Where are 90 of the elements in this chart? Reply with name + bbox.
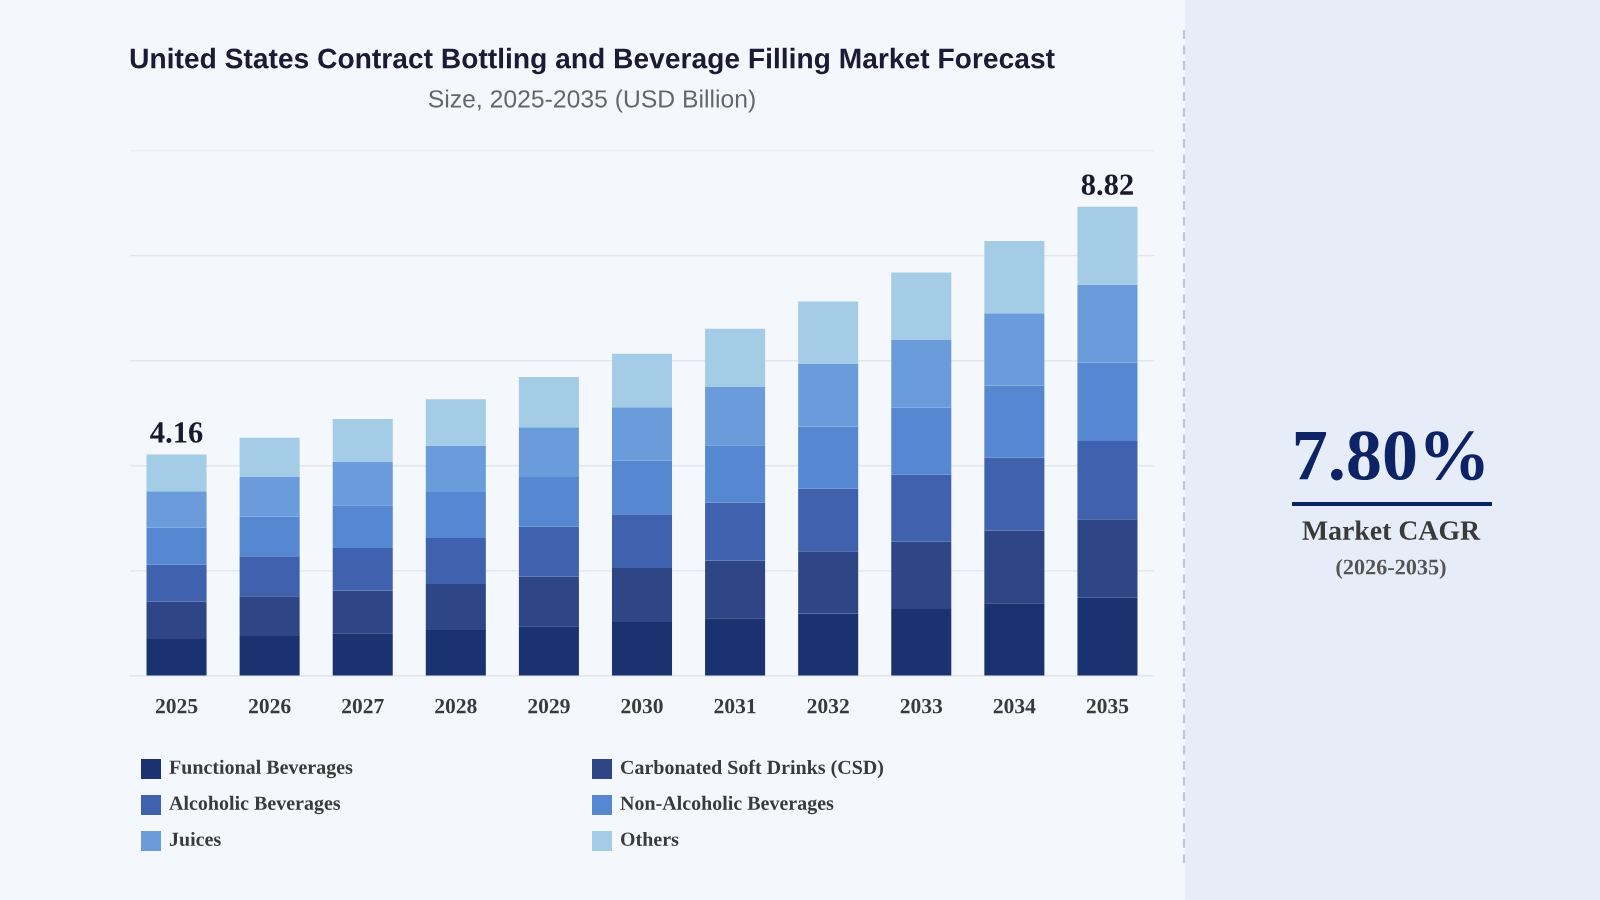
bar: [332, 462, 393, 506]
bar: [146, 527, 207, 565]
bar: [239, 556, 300, 597]
bar: [146, 491, 207, 528]
bar: [611, 514, 673, 569]
bar: [984, 530, 1045, 604]
legend-label: Juices: [169, 831, 221, 847]
bar: [798, 613, 859, 676]
bar: [891, 608, 952, 676]
bar: [798, 363, 859, 427]
bar: [705, 502, 766, 561]
legend-label: Others: [620, 831, 679, 847]
bar: [798, 551, 859, 614]
bar: [705, 328, 766, 387]
bar: [611, 622, 673, 676]
bar: [705, 445, 766, 503]
text: 7.80%: [1295, 431, 1484, 481]
bar: [518, 477, 579, 527]
bar: [1077, 206, 1138, 285]
bar: [705, 618, 766, 676]
x-tick-label: 2030: [621, 698, 663, 714]
chart-title: United States Contract Bottling and Beverage Filling Market Forecast: [130, 47, 1055, 75]
bar: [705, 560, 766, 619]
bar: [891, 340, 952, 408]
bar: [1077, 597, 1138, 676]
bar: [1077, 519, 1138, 598]
bar: [425, 399, 486, 446]
x-tick-label: 2025: [155, 698, 198, 714]
x-tick-label: 2034: [993, 698, 1036, 714]
bar: [332, 505, 393, 548]
bar: [239, 636, 300, 676]
x-tick-label: 2026: [249, 698, 291, 714]
bar: [798, 301, 859, 364]
x-tick-label: 2029: [528, 698, 570, 714]
bar: [425, 584, 486, 631]
bar: [332, 590, 393, 634]
bar: [518, 526, 579, 577]
bar: [239, 516, 300, 557]
bar: [518, 377, 579, 428]
bar: [1077, 362, 1138, 441]
text: (2026-2035): [1336, 558, 1446, 580]
bar: [518, 427, 579, 478]
bar: [611, 407, 673, 461]
x-tick-label: 2035: [1086, 698, 1129, 714]
bar: [146, 638, 207, 676]
legend-label: Functional Beverages: [169, 759, 353, 779]
bar: [705, 386, 766, 446]
bar: [1077, 284, 1138, 363]
bar: [1077, 440, 1138, 520]
bar: [332, 547, 393, 591]
bar: [239, 477, 300, 517]
bar: [611, 460, 673, 515]
bar: [518, 576, 579, 627]
bar: [332, 633, 393, 676]
annotation: 4.16: [150, 422, 203, 443]
bar: [146, 601, 207, 639]
bar: [984, 603, 1045, 676]
bar: [891, 407, 952, 475]
bar: [984, 385, 1045, 458]
bar: [425, 492, 486, 539]
bar: [146, 564, 207, 602]
bar: [891, 541, 952, 609]
bar: [239, 437, 300, 478]
x-tick-label: 2028: [435, 698, 477, 714]
bar: [984, 241, 1045, 314]
legend-label: Carbonated Soft Drinks (CSD): [620, 759, 884, 779]
bar: [891, 272, 952, 341]
bar: [518, 626, 579, 676]
bar: [798, 488, 859, 552]
bar: [146, 454, 207, 492]
text: Market CAGR: [1302, 520, 1481, 540]
x-tick-label: 2027: [342, 698, 384, 714]
legend-label: Non-Alcoholic Beverages: [620, 795, 834, 815]
bar: [611, 568, 673, 623]
bar: [984, 457, 1045, 531]
x-tick-label: 2033: [900, 698, 943, 714]
bar: [984, 313, 1045, 386]
bar: [611, 353, 673, 408]
chart-subtitle: Size, 2025-2035 (USD Billion): [428, 89, 755, 113]
bar: [239, 596, 300, 637]
bar: [425, 630, 486, 676]
bar: [798, 426, 859, 489]
x-tick-label: 2032: [807, 698, 849, 714]
x-tick-label: 2031: [714, 698, 756, 714]
bar: [425, 445, 486, 493]
bar: [332, 418, 393, 463]
annotation: 8.82: [1081, 174, 1133, 196]
bar: [425, 538, 486, 585]
legend-label: Alcoholic Beverages: [169, 795, 341, 815]
bar: [891, 474, 952, 542]
